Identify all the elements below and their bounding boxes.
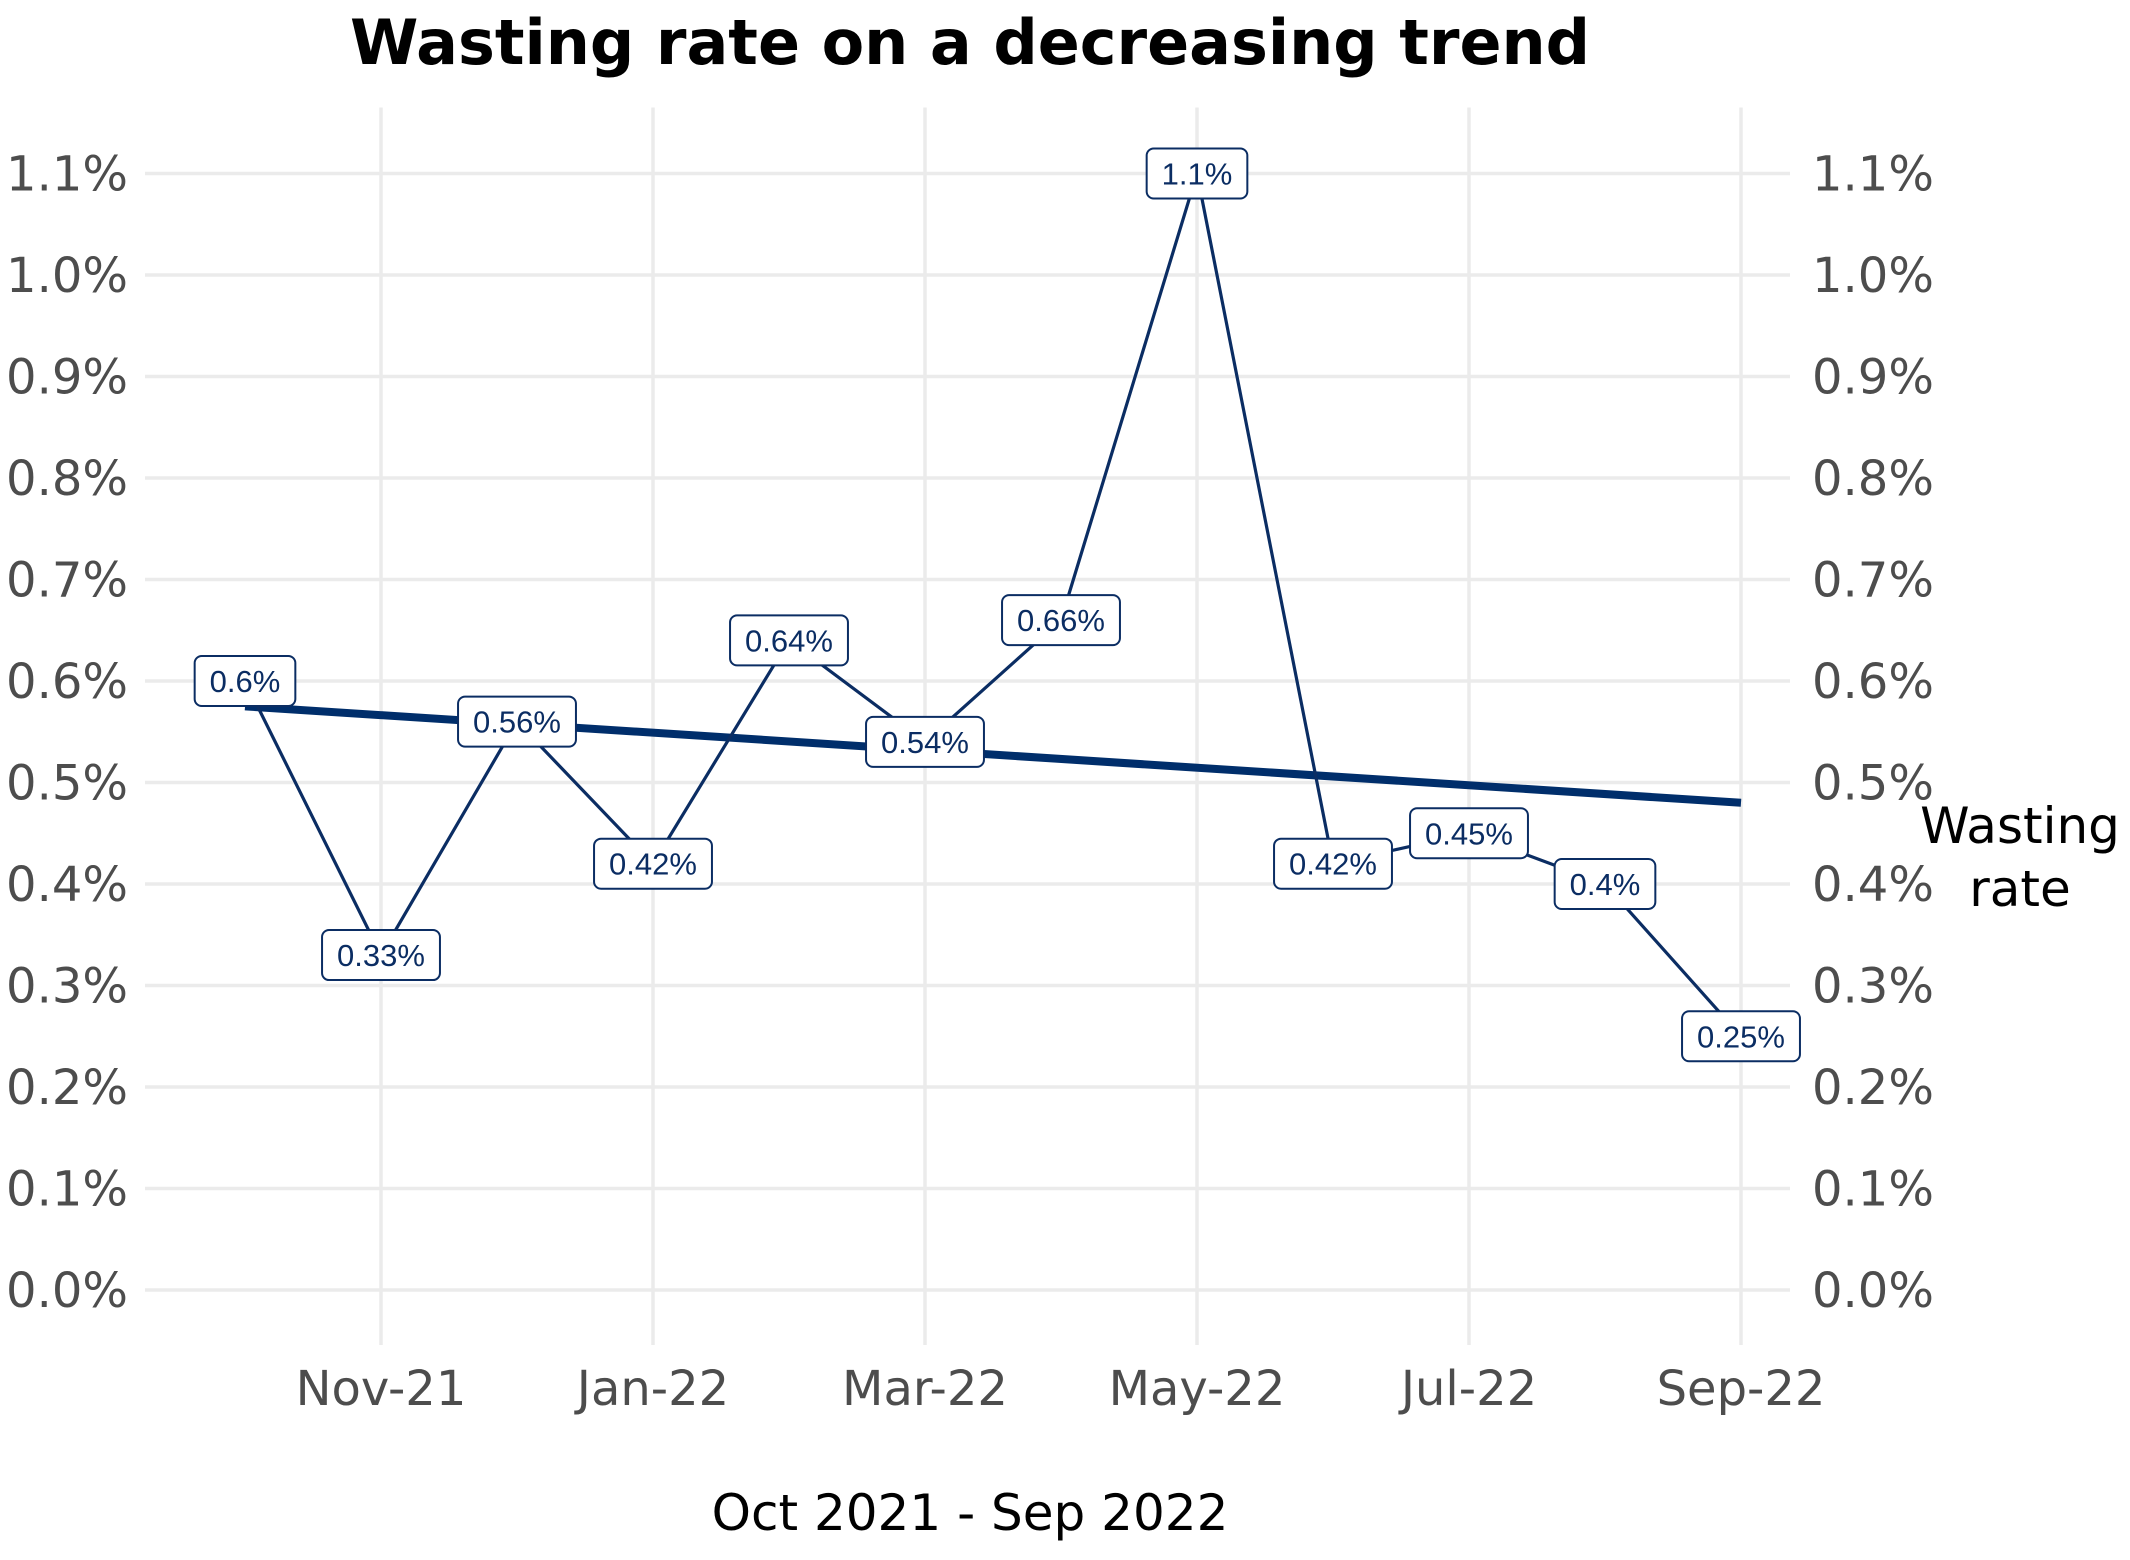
y-tick-label-right: 1.1% bbox=[1812, 147, 1934, 203]
y-tick-label-left: 1.1% bbox=[6, 147, 128, 203]
data-label: 0.25% bbox=[1681, 1010, 1801, 1063]
y-tick-label-left: 0.4% bbox=[6, 857, 128, 913]
y-tick-label-right: 0.2% bbox=[1812, 1060, 1934, 1116]
data-label: 0.56% bbox=[457, 695, 577, 748]
y-tick-label-left: 0.7% bbox=[6, 553, 128, 609]
x-tick-label: Nov-21 bbox=[296, 1361, 467, 1417]
data-label-box bbox=[1145, 147, 1249, 200]
x-axis-title: Oct 2021 - Sep 2022 bbox=[712, 1484, 1229, 1542]
legend: Wasting rate bbox=[1920, 797, 2120, 918]
data-label-box bbox=[1001, 594, 1121, 647]
data-label-box bbox=[1681, 1010, 1801, 1063]
series-line-group bbox=[243, 171, 1743, 1038]
data-label: 0.4% bbox=[1553, 858, 1657, 910]
data-label-text: 0.42% bbox=[1289, 847, 1377, 882]
series-line bbox=[243, 171, 1743, 1038]
data-label-text: 1.1% bbox=[1162, 157, 1233, 192]
x-tick-label: Jul-22 bbox=[1398, 1361, 1537, 1417]
data-label-text: 0.45% bbox=[1425, 816, 1513, 851]
data-label-box bbox=[321, 929, 441, 982]
data-label-box bbox=[457, 695, 577, 748]
legend-label-line2: rate bbox=[1969, 860, 2071, 918]
y-tick-label-left: 0.0% bbox=[6, 1263, 128, 1319]
data-label-box bbox=[193, 655, 297, 707]
y-tick-label-left: 0.6% bbox=[6, 654, 128, 710]
y-tick-label-right: 0.4% bbox=[1812, 857, 1934, 913]
y-tick-label-left: 0.3% bbox=[6, 959, 128, 1015]
data-label: 0.54% bbox=[865, 715, 985, 768]
data-label-text: 0.64% bbox=[745, 623, 833, 658]
y-tick-label-left: 0.2% bbox=[6, 1060, 128, 1116]
x-axis: Nov-21 Jan-22 Mar-22 May-22 Jul-22 Sep-22 bbox=[296, 1361, 1826, 1417]
grid bbox=[145, 107, 1790, 1345]
data-label-text: 0.6% bbox=[210, 664, 281, 699]
y-tick-label-left: 1.0% bbox=[6, 248, 128, 304]
x-tick-label: Mar-22 bbox=[842, 1361, 1008, 1417]
x-tick-label: May-22 bbox=[1109, 1361, 1286, 1417]
data-label-box bbox=[729, 614, 849, 667]
data-label: 0.66% bbox=[1001, 594, 1121, 647]
data-label-box bbox=[1553, 858, 1657, 910]
y-axis-right: 0.0% 0.1% 0.2% 0.3% 0.4% 0.5% 0.6% 0.7% 0.8% 0.9%… bbox=[1812, 147, 1934, 1320]
data-label-text: 0.4% bbox=[1570, 867, 1641, 902]
x-tick-label: Sep-22 bbox=[1657, 1361, 1826, 1417]
data-label: 1.1% bbox=[1145, 147, 1249, 200]
data-label-box bbox=[1273, 837, 1393, 890]
data-label: 0.64% bbox=[729, 614, 849, 667]
y-tick-label-right: 0.3% bbox=[1812, 959, 1934, 1015]
chart-title: Wasting rate on a decreasing trend bbox=[350, 6, 1590, 79]
data-labels: 0.6% 0.33% 0.56% 0.42% 0.64% 0.54% 0.66% 1.1% 0.… bbox=[193, 147, 1801, 1063]
y-tick-label-right: 0.6% bbox=[1812, 654, 1934, 710]
data-label-box bbox=[1409, 807, 1529, 860]
data-label-text: 0.54% bbox=[881, 725, 969, 760]
y-tick-label-left: 0.8% bbox=[6, 451, 128, 507]
data-label-text: 0.66% bbox=[1017, 603, 1105, 638]
y-tick-label-right: 1.0% bbox=[1812, 248, 1934, 304]
y-tick-label-left: 0.9% bbox=[6, 350, 128, 406]
y-tick-label-left: 0.1% bbox=[6, 1162, 128, 1218]
data-label-text: 0.25% bbox=[1697, 1019, 1785, 1054]
y-tick-label-right: 0.9% bbox=[1812, 350, 1934, 406]
data-label-text: 0.42% bbox=[609, 847, 697, 882]
y-tick-label-right: 0.7% bbox=[1812, 553, 1934, 609]
data-label-box bbox=[593, 837, 713, 890]
y-tick-label-right: 0.0% bbox=[1812, 1263, 1934, 1319]
y-tick-label-right: 0.1% bbox=[1812, 1162, 1934, 1218]
legend-label-line1: Wasting bbox=[1920, 797, 2120, 855]
data-label: 0.33% bbox=[321, 929, 441, 982]
data-label: 0.45% bbox=[1409, 807, 1529, 860]
data-label-text: 0.56% bbox=[473, 705, 561, 740]
data-label-box bbox=[865, 715, 985, 768]
data-label: 0.42% bbox=[1273, 837, 1393, 890]
data-label: 0.6% bbox=[193, 655, 297, 707]
y-tick-label-right: 0.8% bbox=[1812, 451, 1934, 507]
y-tick-label-right: 0.5% bbox=[1812, 756, 1934, 812]
data-label: 0.42% bbox=[593, 837, 713, 890]
y-axis-left: 0.0% 0.1% 0.2% 0.3% 0.4% 0.5% 0.6% 0.7% 0.8% 0.9%… bbox=[6, 147, 128, 1320]
y-tick-label-left: 0.5% bbox=[6, 756, 128, 812]
data-label-text: 0.33% bbox=[337, 938, 425, 973]
x-tick-label: Jan-22 bbox=[574, 1361, 729, 1417]
